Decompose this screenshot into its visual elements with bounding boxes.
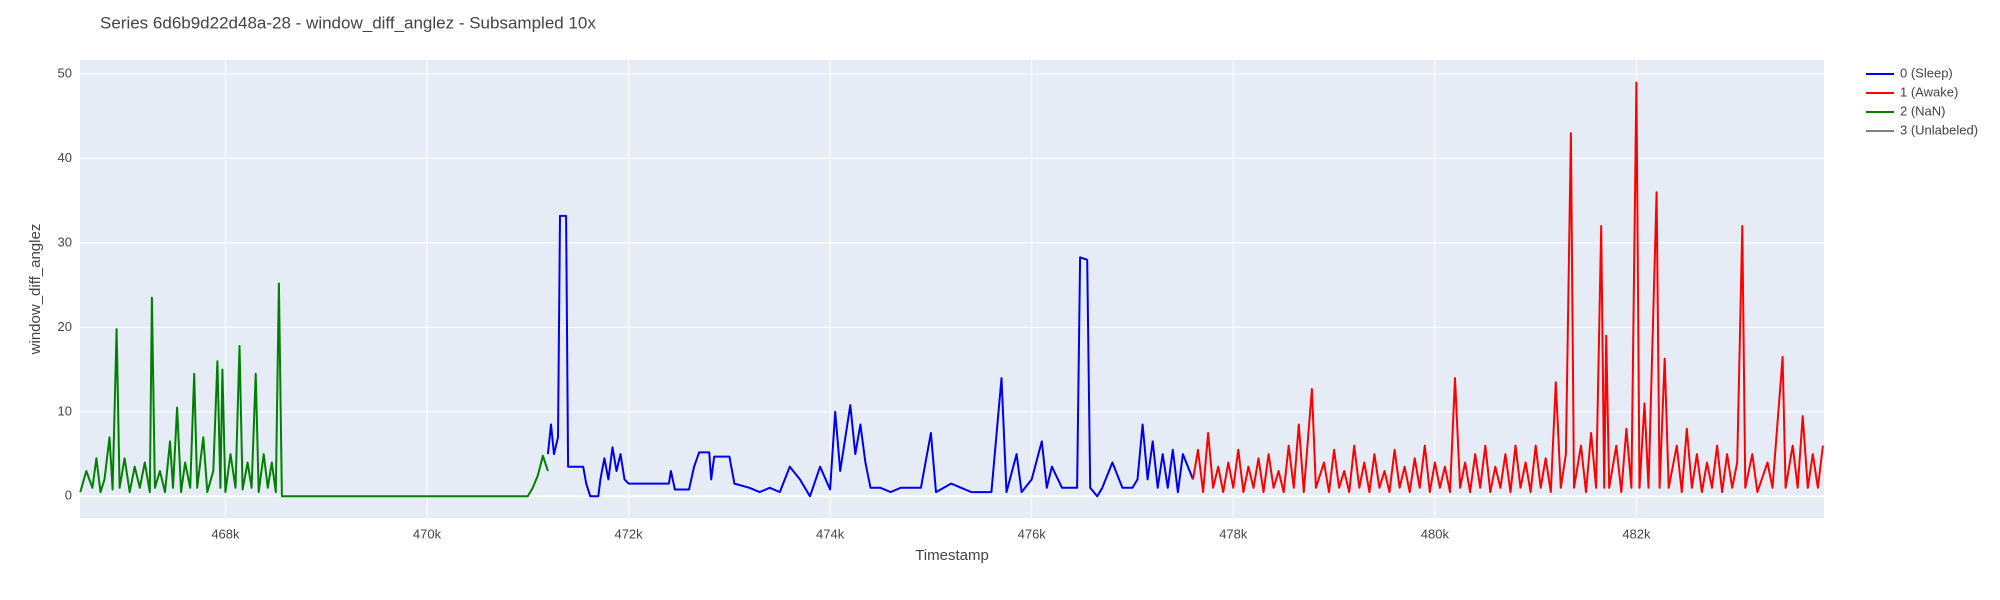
x-tick-label: 468k <box>211 526 240 541</box>
legend-label: 2 (NaN) <box>1900 103 1946 118</box>
x-tick-label: 470k <box>413 526 442 541</box>
data-line <box>1192 81 1824 494</box>
legend-label: 0 (Sleep) <box>1900 65 1953 80</box>
plot-area <box>80 60 1824 518</box>
y-tick-label: 40 <box>58 150 72 165</box>
x-tick-label: 476k <box>1018 526 1047 541</box>
chart-title: Series 6d6b9d22d48a-28 - window_diff_ang… <box>100 13 596 32</box>
x-tick-label: 472k <box>614 526 643 541</box>
x-tick-label: 474k <box>816 526 845 541</box>
legend-label: 3 (Unlabeled) <box>1900 122 1978 137</box>
x-tick-label: 478k <box>1219 526 1248 541</box>
y-tick-label: 50 <box>58 65 72 80</box>
y-tick-label: 0 <box>65 488 72 503</box>
y-axis-title: window_diff_anglez <box>27 224 44 356</box>
data-line <box>79 282 549 498</box>
x-axis-title: Timestamp <box>915 547 989 564</box>
x-tick-label: 482k <box>1622 526 1651 541</box>
y-tick-label: 30 <box>58 234 72 249</box>
y-tick-label: 10 <box>58 403 72 418</box>
data-line <box>546 214 1194 498</box>
y-tick-label: 20 <box>58 319 72 334</box>
legend-label: 1 (Awake) <box>1900 84 1958 99</box>
x-tick-label: 480k <box>1421 526 1450 541</box>
